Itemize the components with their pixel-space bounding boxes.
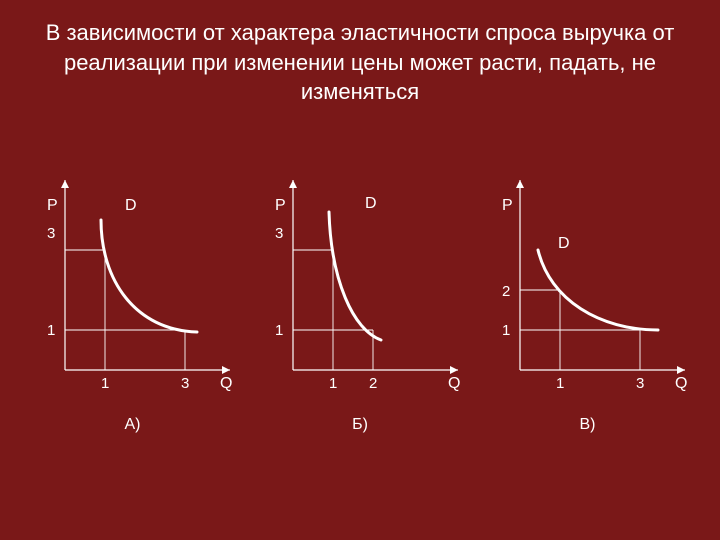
chart-c-xtick-3: 3 (636, 375, 644, 392)
chart-c-ytick-2: 2 (502, 283, 510, 300)
chart-b-grid (293, 250, 373, 370)
chart-a: P Q D 3 1 1 3 А) (25, 170, 240, 434)
chart-a-ytick-3: 3 (47, 225, 55, 242)
chart-c-axes (516, 180, 685, 374)
chart-c-xtick-1: 1 (556, 375, 564, 392)
chart-b-curve (329, 212, 381, 340)
chart-c: P Q D 2 1 1 3 В) (480, 170, 695, 434)
chart-c-svg: P Q D 2 1 1 3 (480, 170, 695, 400)
chart-a-xtick-3: 3 (181, 375, 189, 392)
slide-title: В зависимости от характера эластичности … (40, 18, 680, 107)
chart-a-svg: P Q D 3 1 1 3 (25, 170, 240, 400)
chart-b-y-label: P (275, 197, 286, 214)
chart-a-curve (101, 220, 197, 332)
charts-row: P Q D 3 1 1 3 А) (25, 170, 695, 434)
chart-a-y-label: P (47, 197, 58, 214)
chart-a-xtick-1: 1 (101, 375, 109, 392)
chart-b-caption: Б) (253, 416, 468, 434)
chart-c-ytick-1: 1 (502, 322, 510, 339)
chart-a-ytick-1: 1 (47, 322, 55, 339)
chart-c-x-label: Q (675, 375, 687, 392)
chart-a-x-label: Q (220, 375, 232, 392)
chart-c-grid (520, 290, 640, 370)
chart-a-grid (65, 250, 185, 370)
chart-b-svg: P Q D 3 1 1 2 (253, 170, 468, 400)
chart-b-curve-label: D (365, 195, 377, 212)
chart-c-caption: В) (480, 416, 695, 434)
chart-b-xtick-1: 1 (329, 375, 337, 392)
chart-b-xtick-2: 2 (369, 375, 377, 392)
chart-c-y-label: P (502, 197, 513, 214)
chart-b-ytick-1: 1 (275, 322, 283, 339)
chart-b: P Q D 3 1 1 2 Б) (253, 170, 468, 434)
chart-c-curve-label: D (558, 235, 570, 252)
chart-a-caption: А) (25, 416, 240, 434)
chart-a-curve-label: D (125, 197, 137, 214)
chart-a-axes (61, 180, 230, 374)
chart-b-x-label: Q (448, 375, 460, 392)
chart-b-ytick-3: 3 (275, 225, 283, 242)
